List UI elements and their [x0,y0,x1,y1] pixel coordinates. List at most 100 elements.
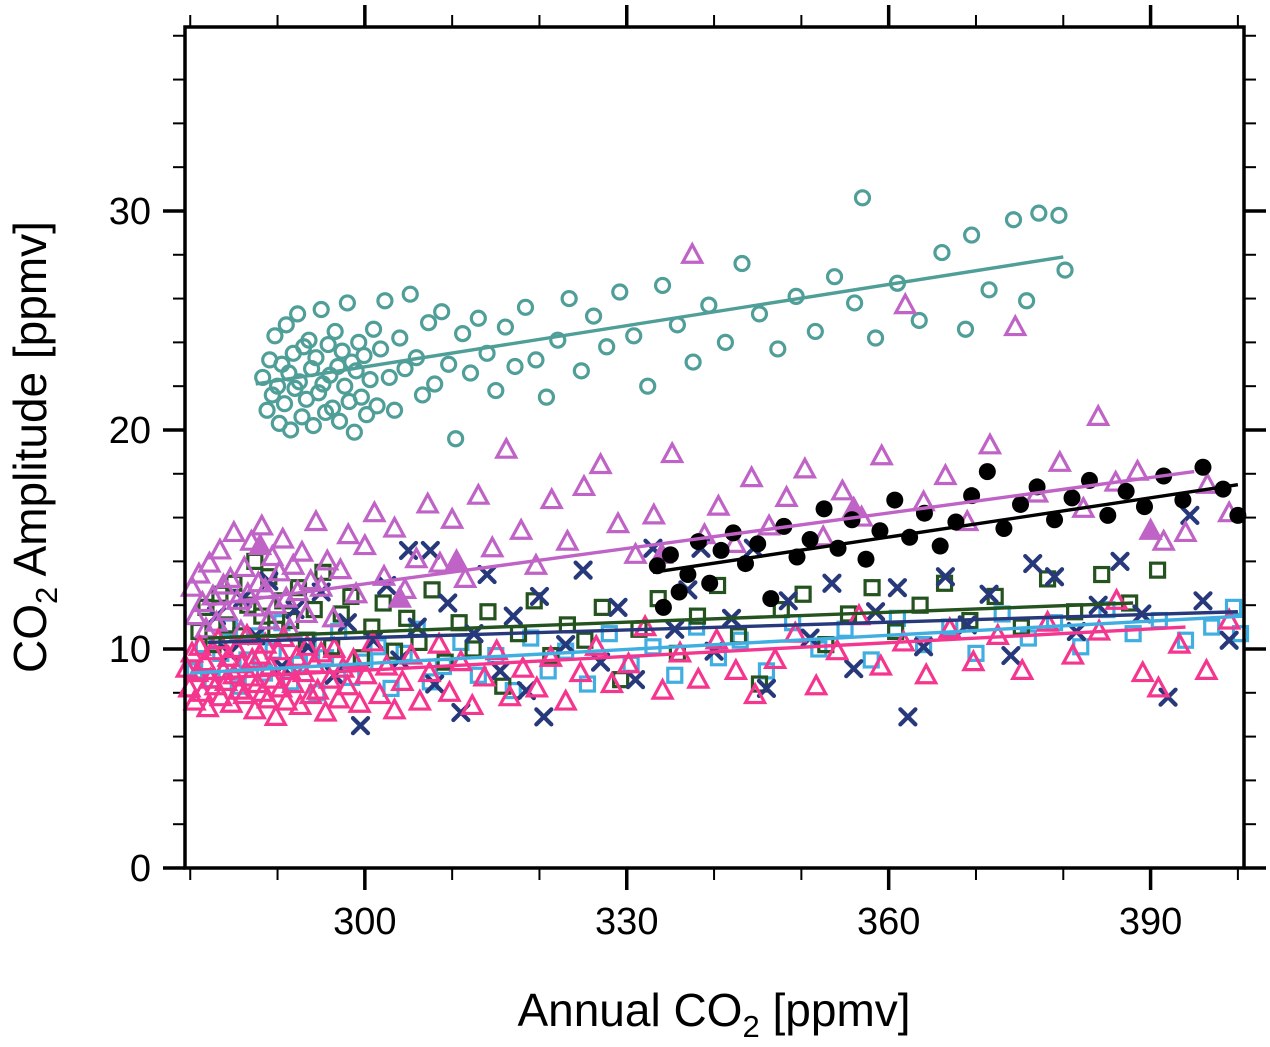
marker-black-dots [1229,506,1247,524]
marker-black-dots [886,491,904,509]
marker-magenta-triangles [295,633,320,656]
marker-teal-circles [750,305,769,323]
series-teal-circles [254,189,1074,448]
marker-orchid-triangles [207,537,233,560]
marker-magenta-triangles [985,622,1010,645]
marker-navy-crosses [407,617,427,637]
marker-orchid-triangles [179,574,205,597]
marker-orchid-triangles [352,532,378,556]
marker-magenta-triangles [1104,587,1129,610]
marker-magenta-triangles [448,648,474,672]
plot-border [183,25,1246,870]
marker-navy-crosses [490,661,510,681]
marker-black-dots [995,520,1013,538]
marker-orchid-triangles [256,607,282,630]
marker-magenta-triangles [347,690,372,713]
marker-teal-circles [290,373,308,391]
marker-navy-crosses [438,593,458,613]
marker-black-dots [815,500,833,518]
marker-magenta-triangles [1216,607,1242,630]
marker-orchid-triangles [362,499,387,523]
marker-teal-circles [419,314,438,332]
marker-magenta-triangles [804,672,829,696]
marker-teal-circles [866,329,885,347]
marker-orchid-triangles [605,510,631,534]
marker-magenta-triangles [390,668,415,691]
marker-teal-circles [401,285,419,303]
y-axis-title-subscript: 2 [29,587,64,604]
marker-orchid-triangles [830,477,855,501]
marker-teal-circles [584,307,603,325]
y-axis-title-text: CO [4,604,56,673]
marker-orchid-triangles [1125,458,1150,481]
marker-magenta-triangles [195,694,220,718]
marker-teal-circles [527,351,545,369]
marker-teal-circles [345,423,363,441]
x-axis-title-subscript: 2 [742,1009,759,1044]
marker-magenta-triangles [868,653,894,676]
marker-navy-crosses [979,584,999,604]
marker-orchid-triangles [539,486,564,510]
marker-black-dots [857,550,875,568]
y-axis-title-units: Amplitude [ppmv] [4,221,56,587]
marker-teal-circles [396,360,414,378]
marker-magenta-triangles [510,655,536,678]
marker-orchid-triangles [623,541,648,564]
marker-magenta-triangles [224,635,249,659]
series-black-dots [648,458,1247,616]
marker-teal-circles [330,412,349,430]
marker-teal-circles [282,421,300,439]
marker-magenta-triangles [341,646,366,670]
marker-teal-circles [391,329,409,347]
x-tick-label: 300 [333,901,396,943]
marker-magenta-triangles [298,681,323,705]
marker-orchid-triangles [309,574,334,597]
marker-navy-crosses [534,707,554,727]
marker-orchid-triangles [706,493,731,516]
marker-orchid-triangles [893,291,918,315]
marker-magenta-triangles [553,688,578,711]
marker-black-dots [1135,498,1153,516]
marker-orchid-triangles [221,519,247,543]
marker-teal-circles [1056,261,1074,279]
x-tick-label: 390 [1119,901,1182,943]
marker-darkgreen-squares [385,642,404,660]
marker-navy-crosses [529,586,550,607]
marker-black-dots [931,537,949,555]
marker-navy-crosses [887,578,908,598]
marker-navy-crosses [1219,630,1239,650]
marker-black-dots [1117,482,1135,500]
marker-black-dots [762,590,780,608]
marker-magenta-triangles [213,668,239,691]
marker-black-dots [1099,506,1117,524]
marker-teal-circles [426,375,444,393]
marker-darkgreen-squares [1093,565,1111,584]
marker-magenta-triangles [1146,675,1171,698]
marker-darkgreen-squares [1148,561,1167,579]
marker-black-dots [871,522,889,540]
marker-teal-circles [368,397,386,415]
marker-teal-circles [549,331,567,349]
series-orchid-triangles [179,241,1242,641]
marker-orchid-triangles [336,521,361,545]
marker-teal-circles [352,388,370,406]
marker-teal-circles [336,377,354,395]
marker-black-dots [701,574,719,592]
marker-teal-circles [385,401,404,419]
marker-magenta-triangles [288,692,313,716]
marker-orchid-triangles [811,523,836,547]
marker-darkgreen-squares [436,653,454,671]
marker-teal-circles [326,322,344,341]
marker-magenta-triangles [179,640,205,663]
marker-magenta-triangles [260,666,286,689]
y-axis-title: CO2 Amplitude [ppmv] [4,221,64,673]
marker-magenta-triangles [460,692,485,716]
marker-navy-crosses [1193,591,1213,611]
marker-magenta-triangles [326,686,351,709]
marker-navy-crosses [935,567,956,587]
marker-teal-circles [293,408,311,426]
marker-darkgreen-squares [342,587,360,606]
marker-teal-circles [461,364,480,382]
marker-teal-circles [980,281,998,299]
